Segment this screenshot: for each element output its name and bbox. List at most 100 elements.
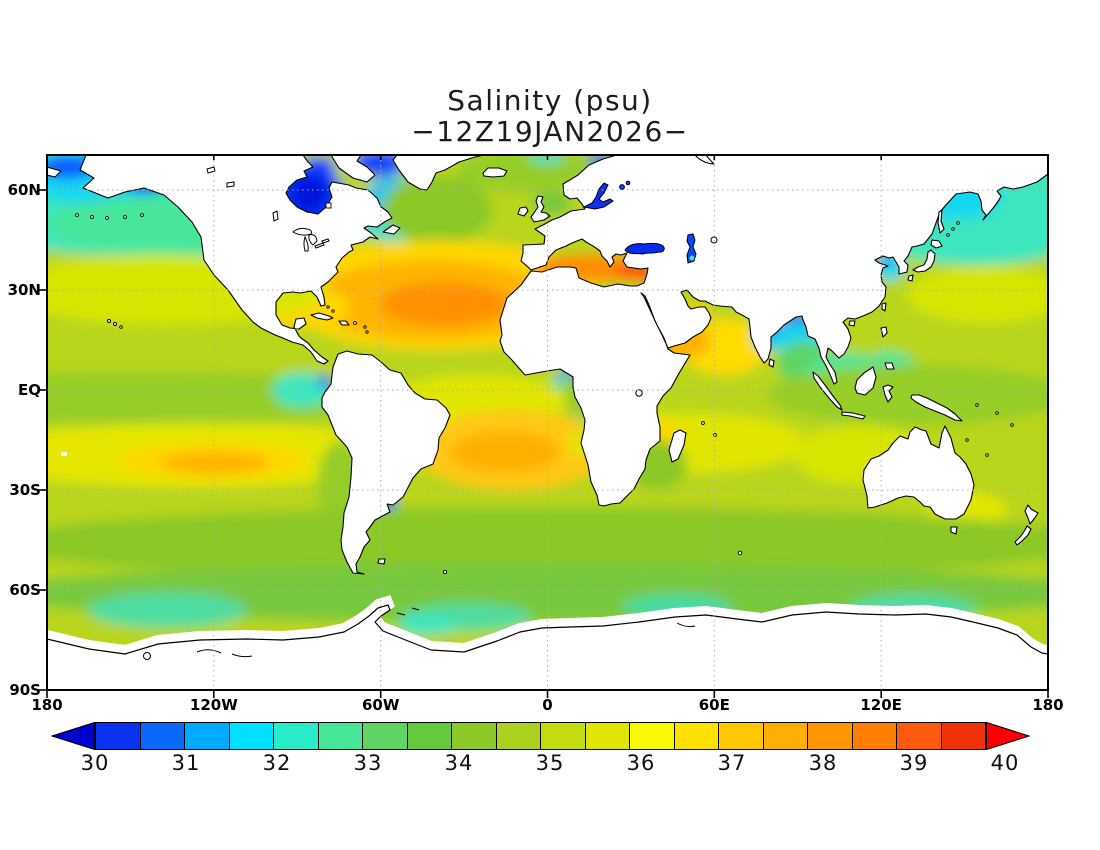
graticule bbox=[47, 155, 1048, 690]
lon-label-2-60W: 60W bbox=[361, 696, 400, 714]
land-mindanao bbox=[884, 362, 895, 370]
colorbar-tick-32: 32 bbox=[262, 751, 292, 775]
land-north-america bbox=[79, 155, 393, 365]
land-tasmania bbox=[950, 526, 958, 535]
colorbar-segment-35.5-36 bbox=[584, 722, 630, 750]
lake-ontario bbox=[321, 238, 330, 244]
colorbar-segment-37.5-38 bbox=[762, 722, 808, 750]
colorbar-segment-30.5-31 bbox=[139, 722, 185, 750]
page-title: Salinity (psu) bbox=[447, 84, 653, 117]
land-hokkaido bbox=[930, 239, 943, 249]
colorbar-segment-38.5-39 bbox=[851, 722, 897, 750]
lake-ladoga bbox=[619, 184, 625, 190]
lon-label-4-60E: 60E bbox=[698, 696, 730, 714]
colorbar-segment-30-30.5 bbox=[95, 722, 141, 750]
land-cuba bbox=[310, 312, 334, 321]
baltic-sea bbox=[582, 182, 614, 210]
colorbar-tick-38: 38 bbox=[808, 751, 838, 775]
colorbar-segments bbox=[95, 722, 986, 750]
lake-onega bbox=[625, 180, 631, 186]
colorbar-tick-35: 35 bbox=[535, 751, 565, 775]
ocean-salinity-field bbox=[47, 155, 1048, 690]
land-honshu bbox=[912, 249, 936, 273]
land-taiwan bbox=[881, 302, 887, 312]
land-sumatra bbox=[812, 371, 843, 411]
land-java bbox=[841, 411, 866, 420]
lake-superior bbox=[292, 227, 312, 236]
lon-label-0-180: 180 bbox=[31, 696, 63, 714]
colorbar-segment-31.5-32 bbox=[228, 722, 274, 750]
lat-label-90S: 90S bbox=[9, 681, 41, 699]
land-new-zealand-south bbox=[1014, 525, 1032, 546]
colorbar-tick-36: 36 bbox=[626, 751, 656, 775]
land-baffin-island bbox=[330, 155, 376, 183]
lake-erie bbox=[314, 242, 325, 249]
colorbar-segment-31-31.5 bbox=[184, 722, 230, 750]
lon-label-3-0: 0 bbox=[542, 696, 553, 714]
page-subtitle-date: −12Z19JAN2026− bbox=[411, 115, 689, 148]
lat-label-60N: 60N bbox=[7, 181, 41, 199]
land-borneo bbox=[854, 366, 877, 396]
map-frame bbox=[39, 154, 1049, 698]
land-madagascar bbox=[668, 429, 687, 463]
land-australia bbox=[862, 425, 975, 520]
land-sakhalin bbox=[937, 209, 945, 234]
great-bear-lake bbox=[206, 166, 216, 174]
world-salinity-map bbox=[39, 154, 1049, 698]
land-chukotka bbox=[47, 166, 62, 178]
land-sulawesi bbox=[882, 384, 894, 403]
land-newfoundland bbox=[382, 224, 401, 235]
lake-huron bbox=[308, 234, 318, 246]
caspian-sea bbox=[686, 233, 697, 264]
land-hainan bbox=[848, 320, 856, 327]
colorbar-tick-37: 37 bbox=[717, 751, 747, 775]
black-sea bbox=[624, 242, 665, 255]
colorbar-segment-32-32.5 bbox=[273, 722, 319, 750]
lon-label-6-180: 180 bbox=[1032, 696, 1064, 714]
lat-label-30N: 30N bbox=[7, 281, 41, 299]
colorbar-segment-33-33.5 bbox=[362, 722, 408, 750]
land-iceland bbox=[482, 167, 508, 178]
lake-winnipeg bbox=[272, 210, 279, 222]
colorbar-tick-30: 30 bbox=[80, 751, 110, 775]
colorbar-left-arrow bbox=[51, 722, 95, 750]
lon-label-5-120E: 120E bbox=[860, 696, 902, 714]
colorbar-segment-39.5-40 bbox=[940, 722, 986, 750]
colorbar-tick-39: 39 bbox=[899, 751, 929, 775]
colorbar-segment-39-39.5 bbox=[896, 722, 942, 750]
land-afro-eurasia bbox=[499, 155, 1048, 507]
land-hispaniola bbox=[338, 320, 350, 326]
small-islands bbox=[61, 202, 1014, 575]
land-antarctica bbox=[47, 595, 1048, 690]
colorbar-segment-38-38.5 bbox=[807, 722, 853, 750]
colorbar-tick-40: 40 bbox=[990, 751, 1020, 775]
lake-michigan bbox=[303, 235, 309, 252]
colorbar-segment-35-35.5 bbox=[540, 722, 586, 750]
land-south-america bbox=[321, 350, 451, 575]
caspian-south-fresh-spot bbox=[689, 255, 695, 261]
colorbar-tick-31: 31 bbox=[171, 751, 201, 775]
colorbar bbox=[51, 722, 1030, 750]
continents bbox=[47, 155, 1048, 575]
colorbar-segment-36-36.5 bbox=[629, 722, 675, 750]
lake-victoria bbox=[635, 389, 643, 397]
land-novaya-zemlya bbox=[694, 155, 715, 165]
land-ireland bbox=[517, 206, 529, 217]
land-greenland bbox=[392, 155, 485, 191]
land-sri-lanka bbox=[768, 358, 775, 368]
great-slave-lake bbox=[226, 181, 235, 188]
colorbar-segment-32.5-33 bbox=[317, 722, 363, 750]
colorbar-tick-33: 33 bbox=[353, 751, 383, 775]
land-great-britain bbox=[530, 195, 551, 223]
land-new-zealand-north bbox=[1024, 504, 1039, 525]
land-kyushu bbox=[907, 274, 914, 282]
colorbar-segment-37-37.5 bbox=[718, 722, 764, 750]
colorbar-segment-36.5-37 bbox=[673, 722, 719, 750]
colorbar-tick-34: 34 bbox=[444, 751, 474, 775]
land-new-guinea bbox=[910, 394, 963, 422]
lat-label-30S: 30S bbox=[9, 481, 41, 499]
colorbar-segment-34.5-35 bbox=[495, 722, 541, 750]
axis-ticks bbox=[39, 155, 1049, 698]
colorbar-right-arrow bbox=[986, 722, 1030, 750]
